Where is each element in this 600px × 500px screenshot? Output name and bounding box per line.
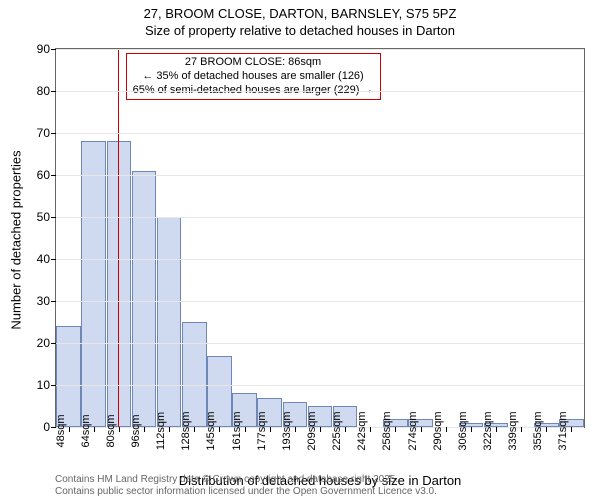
xtick-label: 290sqm <box>432 411 444 450</box>
xtick-mark <box>446 427 447 432</box>
gridline <box>56 91 584 92</box>
gridline <box>56 175 584 176</box>
xtick-mark <box>194 427 195 432</box>
xtick-mark <box>219 427 220 432</box>
bar <box>132 171 157 427</box>
xtick-mark <box>69 427 70 432</box>
xtick-label: 225sqm <box>331 411 343 450</box>
gridline <box>56 133 584 134</box>
xtick-mark <box>571 427 572 432</box>
ytick-mark <box>51 217 56 218</box>
xtick-label: 322sqm <box>482 411 494 450</box>
plot-area: 27 BROOM CLOSE: 86sqm ← 35% of detached … <box>55 48 585 428</box>
ytick-label: 60 <box>37 168 50 182</box>
annotation-line2: ← 35% of detached houses are smaller (12… <box>133 70 374 84</box>
ytick-label: 10 <box>37 378 50 392</box>
xtick-label: 209sqm <box>306 411 318 450</box>
xtick-label: 371sqm <box>557 411 569 450</box>
xtick-label: 339sqm <box>507 411 519 450</box>
xtick-label: 48sqm <box>55 414 67 447</box>
ytick-mark <box>51 385 56 386</box>
xtick-mark <box>119 427 120 432</box>
ytick-label: 70 <box>37 126 50 140</box>
xtick-mark <box>521 427 522 432</box>
xtick-mark <box>471 427 472 432</box>
xtick-label: 80sqm <box>105 414 117 447</box>
ytick-label: 0 <box>43 420 50 434</box>
ytick-mark <box>51 343 56 344</box>
chart-title: 27, BROOM CLOSE, DARTON, BARNSLEY, S75 5… <box>0 0 600 40</box>
xtick-label: 64sqm <box>80 414 92 447</box>
xtick-label: 112sqm <box>155 412 167 450</box>
bar <box>56 326 81 427</box>
ytick-mark <box>51 259 56 260</box>
gridline <box>56 343 584 344</box>
title-line1: 27, BROOM CLOSE, DARTON, BARNSLEY, S75 5… <box>0 6 600 23</box>
xtick-mark <box>395 427 396 432</box>
bars-layer <box>56 49 584 427</box>
xtick-mark <box>144 427 145 432</box>
footer-line1: Contains HM Land Registry data © Crown c… <box>55 474 437 486</box>
footer: Contains HM Land Registry data © Crown c… <box>55 474 437 498</box>
xtick-label: 274sqm <box>407 411 419 450</box>
xtick-label: 242sqm <box>356 411 368 450</box>
xtick-label: 128sqm <box>180 411 192 450</box>
annotation-line1: 27 BROOM CLOSE: 86sqm <box>133 56 374 70</box>
gridline <box>56 385 584 386</box>
ytick-label: 50 <box>37 210 50 224</box>
xtick-mark <box>546 427 547 432</box>
reference-line <box>118 49 119 427</box>
ytick-mark <box>51 133 56 134</box>
xtick-mark <box>496 427 497 432</box>
gridline <box>56 49 584 50</box>
xtick-label: 96sqm <box>130 414 142 447</box>
xtick-label: 306sqm <box>457 411 469 450</box>
ytick-label: 40 <box>37 252 50 266</box>
xtick-mark <box>421 427 422 432</box>
xtick-mark <box>169 427 170 432</box>
xtick-mark <box>270 427 271 432</box>
xtick-label: 355sqm <box>532 411 544 450</box>
gridline <box>56 217 584 218</box>
ytick-mark <box>51 301 56 302</box>
gridline <box>56 259 584 260</box>
footer-line2: Contains public sector information licen… <box>55 486 437 498</box>
xtick-label: 193sqm <box>281 411 293 450</box>
ytick-mark <box>51 175 56 176</box>
ytick-mark <box>51 91 56 92</box>
xtick-label: 258sqm <box>381 411 393 450</box>
xtick-mark <box>345 427 346 432</box>
ytick-label: 90 <box>37 42 50 56</box>
xtick-mark <box>94 427 95 432</box>
ytick-label: 30 <box>37 294 50 308</box>
ytick-label: 80 <box>37 84 50 98</box>
chart-container: 27, BROOM CLOSE, DARTON, BARNSLEY, S75 5… <box>0 0 600 500</box>
xtick-mark <box>245 427 246 432</box>
xtick-mark <box>370 427 371 432</box>
ytick-label: 20 <box>37 336 50 350</box>
title-line2: Size of property relative to detached ho… <box>0 23 600 40</box>
xtick-label: 145sqm <box>205 411 217 450</box>
xtick-mark <box>320 427 321 432</box>
annotation-box: 27 BROOM CLOSE: 86sqm ← 35% of detached … <box>126 53 381 100</box>
xtick-mark <box>295 427 296 432</box>
bar <box>157 217 182 427</box>
xtick-label: 161sqm <box>231 411 243 450</box>
ytick-mark <box>51 49 56 50</box>
gridline <box>56 301 584 302</box>
y-axis-label: Number of detached properties <box>9 150 24 329</box>
xtick-label: 177sqm <box>256 411 268 450</box>
